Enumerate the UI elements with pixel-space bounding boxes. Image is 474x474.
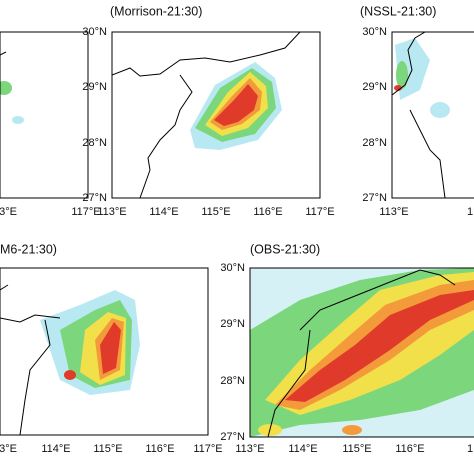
lon-label: 1: [467, 443, 473, 455]
lat-label: 28°N: [82, 137, 107, 149]
lon-label: 113°E: [97, 206, 126, 218]
lat-label: 28°N: [220, 375, 245, 387]
panel-map: [0, 51, 24, 124]
lon-label: 114°E: [149, 206, 178, 218]
lon-label: 1: [467, 206, 473, 218]
lon-label: 114°E: [288, 443, 317, 455]
lat-label: 28°N: [362, 137, 387, 149]
lon-label: 116°E: [395, 443, 424, 455]
lat-label: 29°N: [82, 81, 107, 93]
lon-label: 113°E: [235, 443, 264, 455]
lat-label: 27°N: [220, 431, 245, 443]
lon-label: 116°E: [253, 206, 282, 218]
panel-map: [392, 32, 450, 198]
panel-title: (Morrison-21:30): [110, 4, 202, 18]
panel-title: (OBS-21:30): [250, 242, 320, 256]
lon-label: 116°E: [145, 443, 174, 455]
lon-label: 115°E: [342, 443, 371, 455]
lat-label: 30°N: [220, 262, 245, 274]
panel-frame: [0, 267, 209, 436]
lon-label: 3°E: [0, 443, 17, 455]
lon-label: 117°E: [193, 443, 222, 455]
lat-label: 29°N: [362, 81, 387, 93]
lat-label: 27°N: [82, 192, 107, 204]
panel-map: [112, 32, 301, 198]
panel-frame: [391, 31, 474, 199]
panel-title: M6-21:30): [0, 242, 57, 256]
panel-frame: [0, 31, 89, 199]
lat-label: 29°N: [220, 318, 245, 330]
panel-map: [0, 284, 140, 435]
lon-label: 117°E: [71, 206, 100, 218]
lon-label: 115°E: [201, 206, 230, 218]
lon-label: 113°E: [379, 206, 408, 218]
lat-label: 30°N: [82, 26, 107, 38]
lat-label: 30°N: [362, 26, 387, 38]
lon-label: 115°E: [93, 443, 122, 455]
panel-title: (NSSL-21:30): [360, 4, 436, 18]
lon-label: 117°E: [305, 206, 334, 218]
lon-label: 3°E: [0, 206, 17, 218]
panel-frame: [249, 267, 474, 438]
lon-label: 114°E: [41, 443, 70, 455]
lat-label: 27°N: [362, 192, 387, 204]
panel-frame: [111, 31, 321, 199]
panel-map: [250, 268, 474, 437]
